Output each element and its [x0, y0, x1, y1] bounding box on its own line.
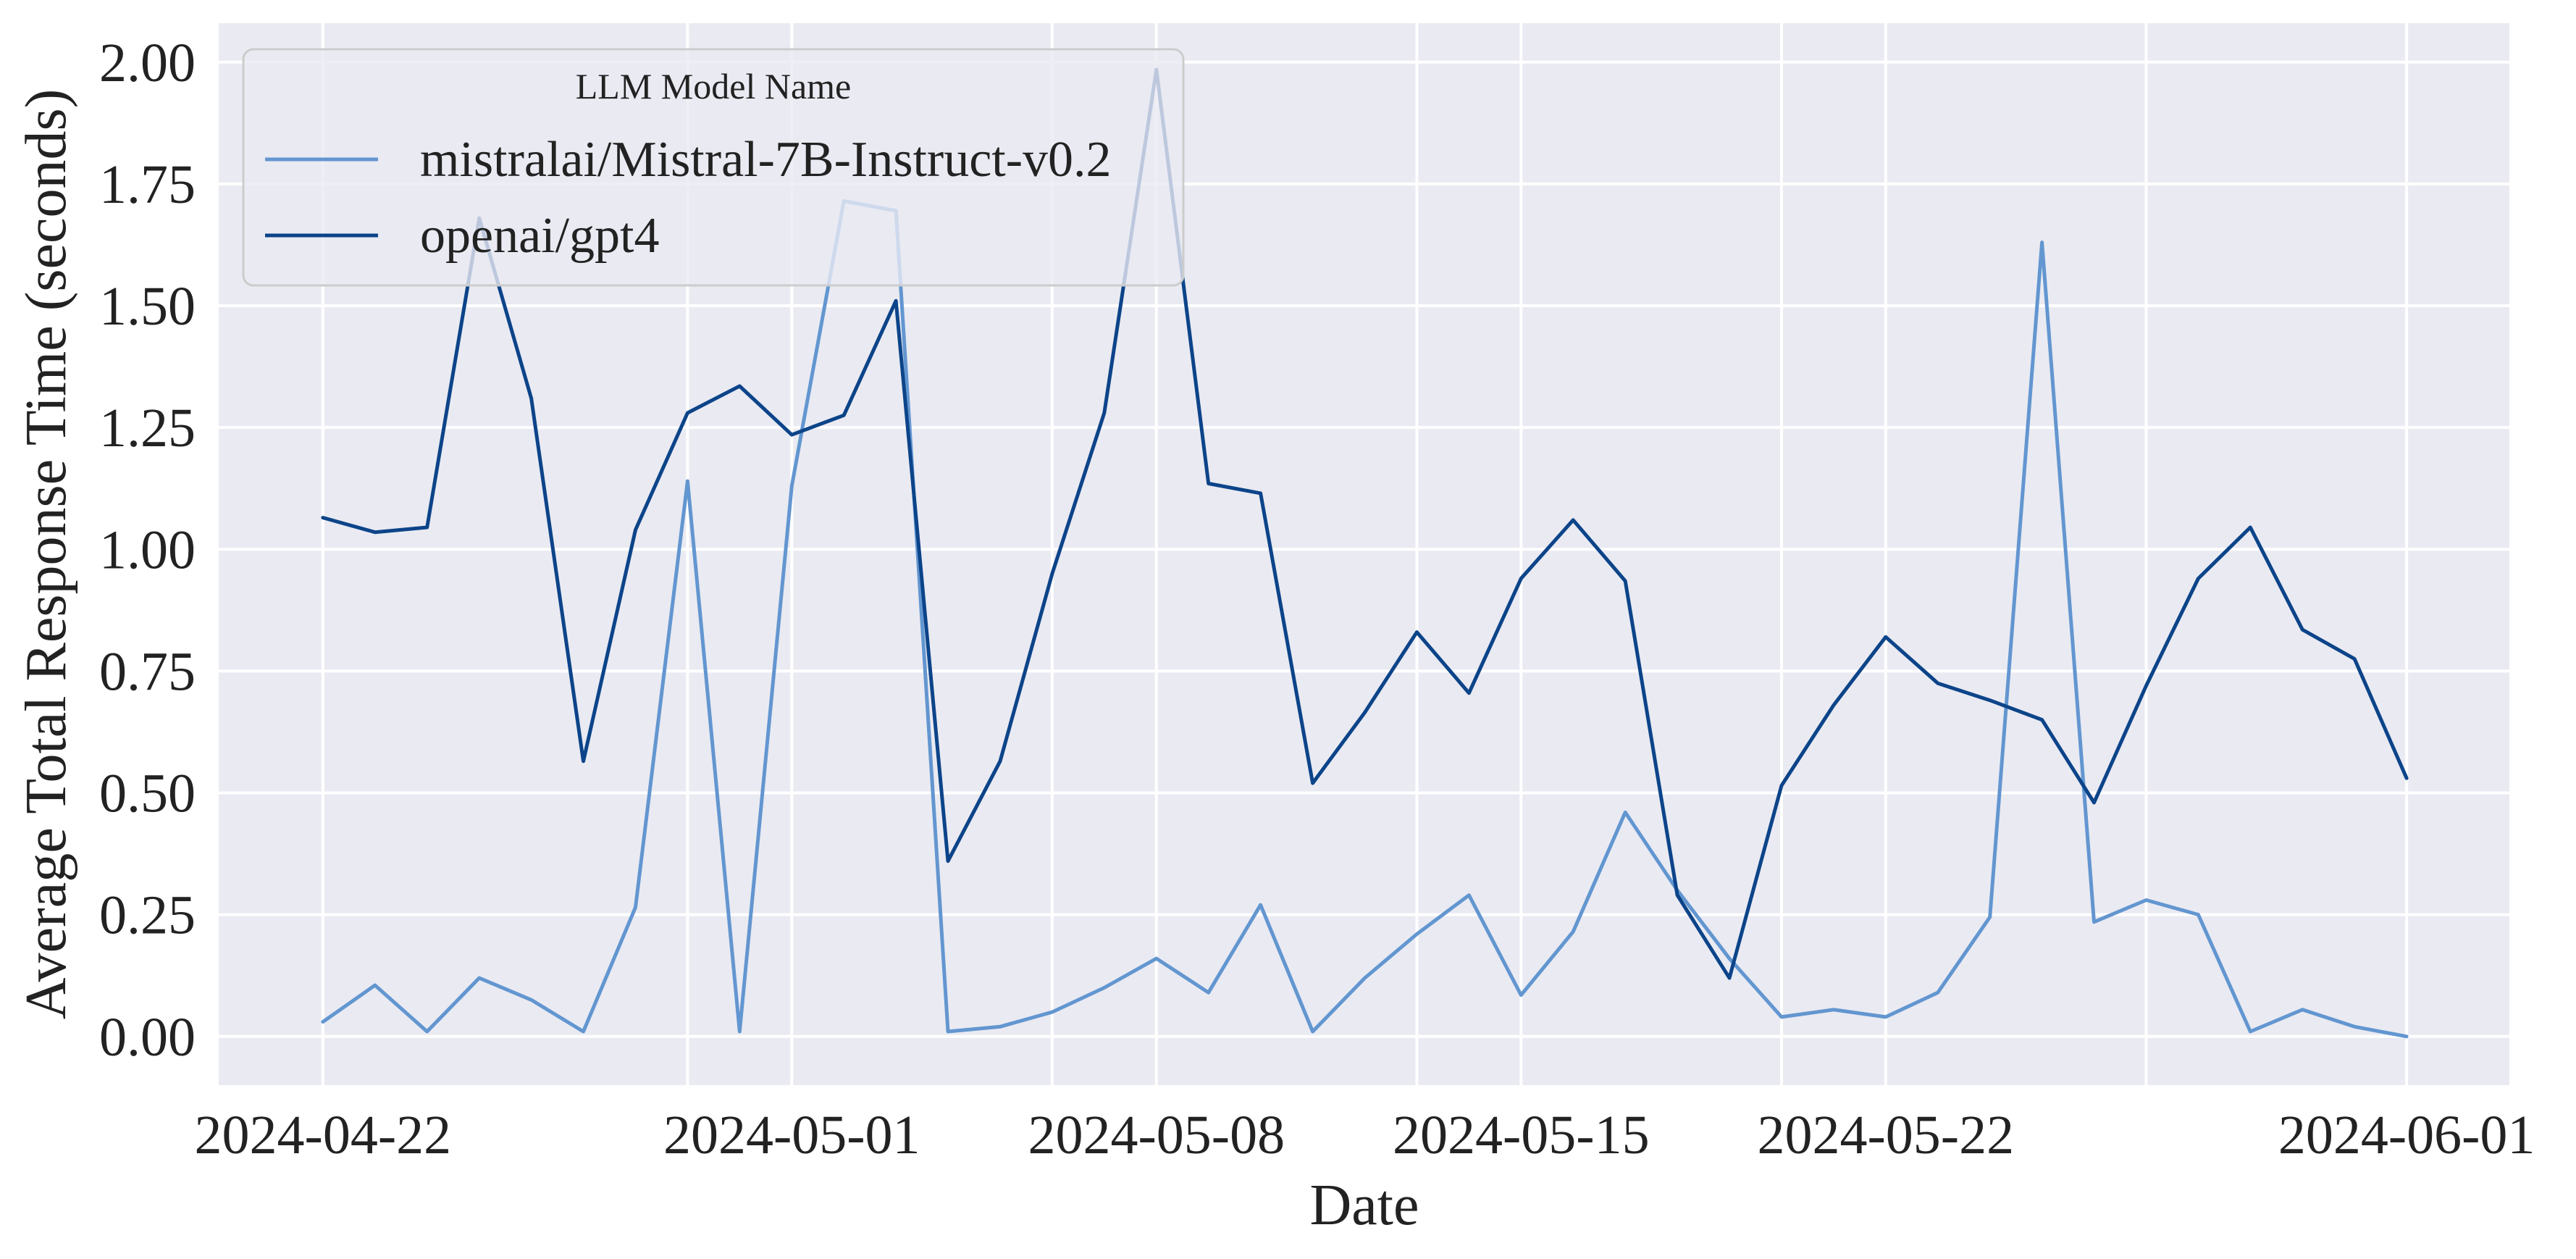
- y-tick-label: 0.50: [99, 764, 196, 824]
- legend-box: [242, 48, 1185, 287]
- y-tick-label: 0.25: [99, 885, 196, 946]
- x-tick-label: 2024-06-01: [2278, 1105, 2535, 1166]
- x-tick-label: 2024-05-01: [663, 1105, 920, 1166]
- y-tick-label: 1.25: [99, 398, 196, 459]
- legend-label-mistral: mistralai/Mistral-7B-Instruct-v0.2: [420, 132, 1112, 188]
- y-tick-label: 1.75: [99, 154, 196, 215]
- series-line-gpt4: [321, 67, 2409, 980]
- y-tick-label: 2.00: [99, 33, 196, 93]
- x-tick-label: 2024-04-22: [195, 1105, 452, 1166]
- y-tick-label: 0.75: [99, 641, 196, 702]
- y-axis-title: Average Total Response Time (seconds): [14, 89, 78, 1020]
- x-axis-title: Date: [1309, 1174, 1419, 1237]
- legend: LLM Model Name mistralai/Mistral-7B-Inst…: [242, 48, 1185, 287]
- y-tick-label: 0.00: [99, 1007, 196, 1068]
- legend-title: LLM Model Name: [576, 66, 851, 106]
- x-tick-label: 2024-05-22: [1758, 1105, 2015, 1166]
- x-tick-label: 2024-05-15: [1393, 1105, 1650, 1166]
- legend-label-gpt4: openai/gpt4: [420, 208, 659, 264]
- series-lines: [321, 67, 2409, 1039]
- y-tick-label: 1.00: [99, 519, 196, 580]
- y-tick-label: 1.50: [99, 276, 196, 337]
- series-line-mistral: [321, 199, 2409, 1039]
- x-axis-ticks: 2024-04-22 2024-05-01 2024-05-08 2024-05-15…: [195, 1105, 2535, 1166]
- y-axis-ticks: 0.00 0.25 0.50 0.75 1.00 1.25 1.50 1.75 2.00: [99, 33, 196, 1068]
- x-tick-label: 2024-05-08: [1028, 1105, 1285, 1166]
